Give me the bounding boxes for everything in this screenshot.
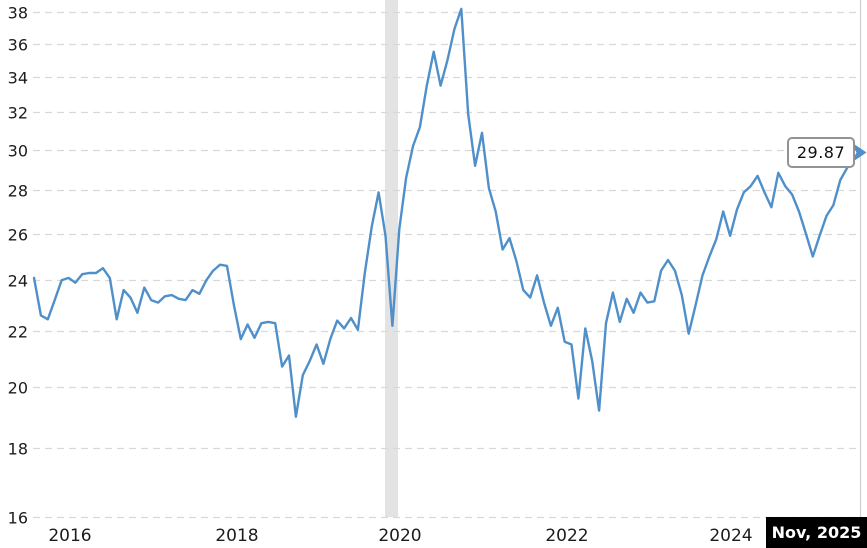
price-line	[32, 7, 863, 418]
y-axis-label: 22	[8, 323, 28, 342]
y-axis-label: 16	[8, 509, 28, 528]
y-axis-label: 30	[8, 142, 28, 161]
x-axis-label: 2018	[215, 526, 258, 546]
y-axis-label: 36	[8, 36, 28, 55]
current-value-label: 29.87	[796, 143, 846, 163]
x-axis-label: 2022	[545, 526, 588, 546]
y-axis-label: 34	[8, 69, 28, 88]
y-axis-label: 32	[8, 104, 28, 123]
y-axis-label: 18	[8, 440, 28, 459]
x-axis-label: 2016	[48, 526, 91, 546]
y-axis-label: 28	[8, 182, 28, 201]
y-axis-label: 38	[8, 4, 28, 23]
current-value-callout: 29.87	[787, 137, 855, 169]
x-axis-label: 2020	[378, 526, 421, 546]
y-axis-label: 24	[8, 272, 28, 291]
current-date-badge: Nov, 2025	[766, 517, 867, 548]
x-axis-label: 2024	[709, 526, 752, 546]
y-axis-label: 26	[8, 226, 28, 245]
y-axis-label: 20	[8, 379, 28, 398]
